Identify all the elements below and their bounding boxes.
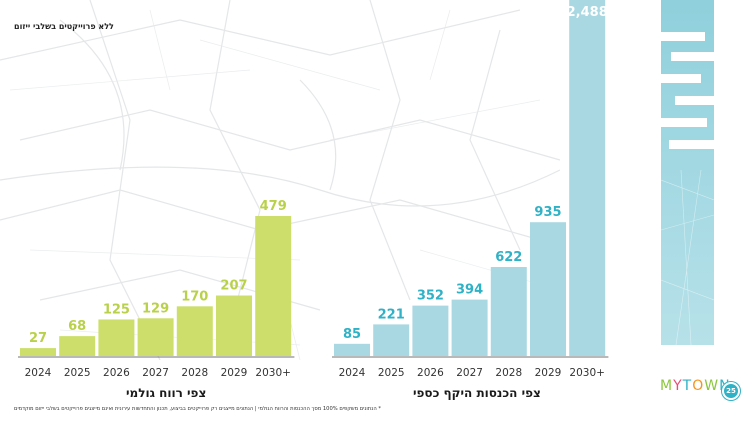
x-tick-label: 2025 [378,367,405,379]
logo-letter: T [682,378,693,394]
chart-title-gross-profit: צפי רווח גולמי [126,386,207,400]
value-label: 622 [495,250,522,265]
logo-letter: W [704,378,720,394]
value-label: 207 [220,278,247,293]
bar-2026 [412,305,449,356]
bar-2030+ [569,0,606,356]
value-label: 27 [29,331,47,346]
bar-2024 [334,343,370,356]
x-tick-label: 2024 [25,367,52,379]
bar-2024 [20,348,56,356]
x-tick-label: 2029 [535,367,562,379]
bar-2029 [216,295,252,356]
x-tick-label: 2027 [142,367,169,379]
side-decoration [661,0,714,345]
value-label: 935 [534,205,561,220]
value-label: 85 [343,327,361,342]
chart-title-revenue: צפי הכנסות היקף כספי [413,386,541,400]
x-tick-label: 2024 [339,367,366,379]
value-label: 125 [103,302,130,317]
bar-2028 [490,267,527,356]
bar-2026 [98,319,135,356]
bar-2030+ [255,216,292,356]
footnote: * הנתונים משקפים 100% מסך ההכנסות והרווח… [14,406,381,412]
x-tick-label: 2030+ [569,367,605,379]
value-label: 352 [417,289,444,304]
x-tick-label: 2026 [417,367,444,379]
value-label: 2,488 [567,5,608,20]
value-label: 129 [142,301,169,316]
mytown-logo: MYTOWN [660,378,731,400]
header-note: ללא פרוייקטים בשלבי ייזום [14,22,114,31]
x-tick-label: 2028 [495,367,522,379]
bar-2027 [137,318,174,356]
value-label: 68 [68,319,86,334]
page-number: 25 [722,382,740,400]
x-tick-label: 2027 [456,367,483,379]
bar-2028 [176,306,213,356]
value-label: 479 [260,199,287,214]
logo-letter: Y [673,378,683,394]
value-label: 394 [456,283,483,298]
bar-2025 [373,324,410,356]
x-tick-label: 2029 [221,367,248,379]
bar-2025 [59,336,96,356]
value-label: 170 [181,289,208,304]
value-label: 221 [378,307,405,322]
x-tick-label: 2030+ [255,367,291,379]
x-tick-label: 2025 [64,367,91,379]
logo-letter: O [692,378,705,394]
x-tick-label: 2028 [181,367,208,379]
logo-letter: M [660,378,674,394]
bar-2027 [451,299,488,356]
x-tick-label: 2026 [103,367,130,379]
bar-2029 [530,222,566,356]
